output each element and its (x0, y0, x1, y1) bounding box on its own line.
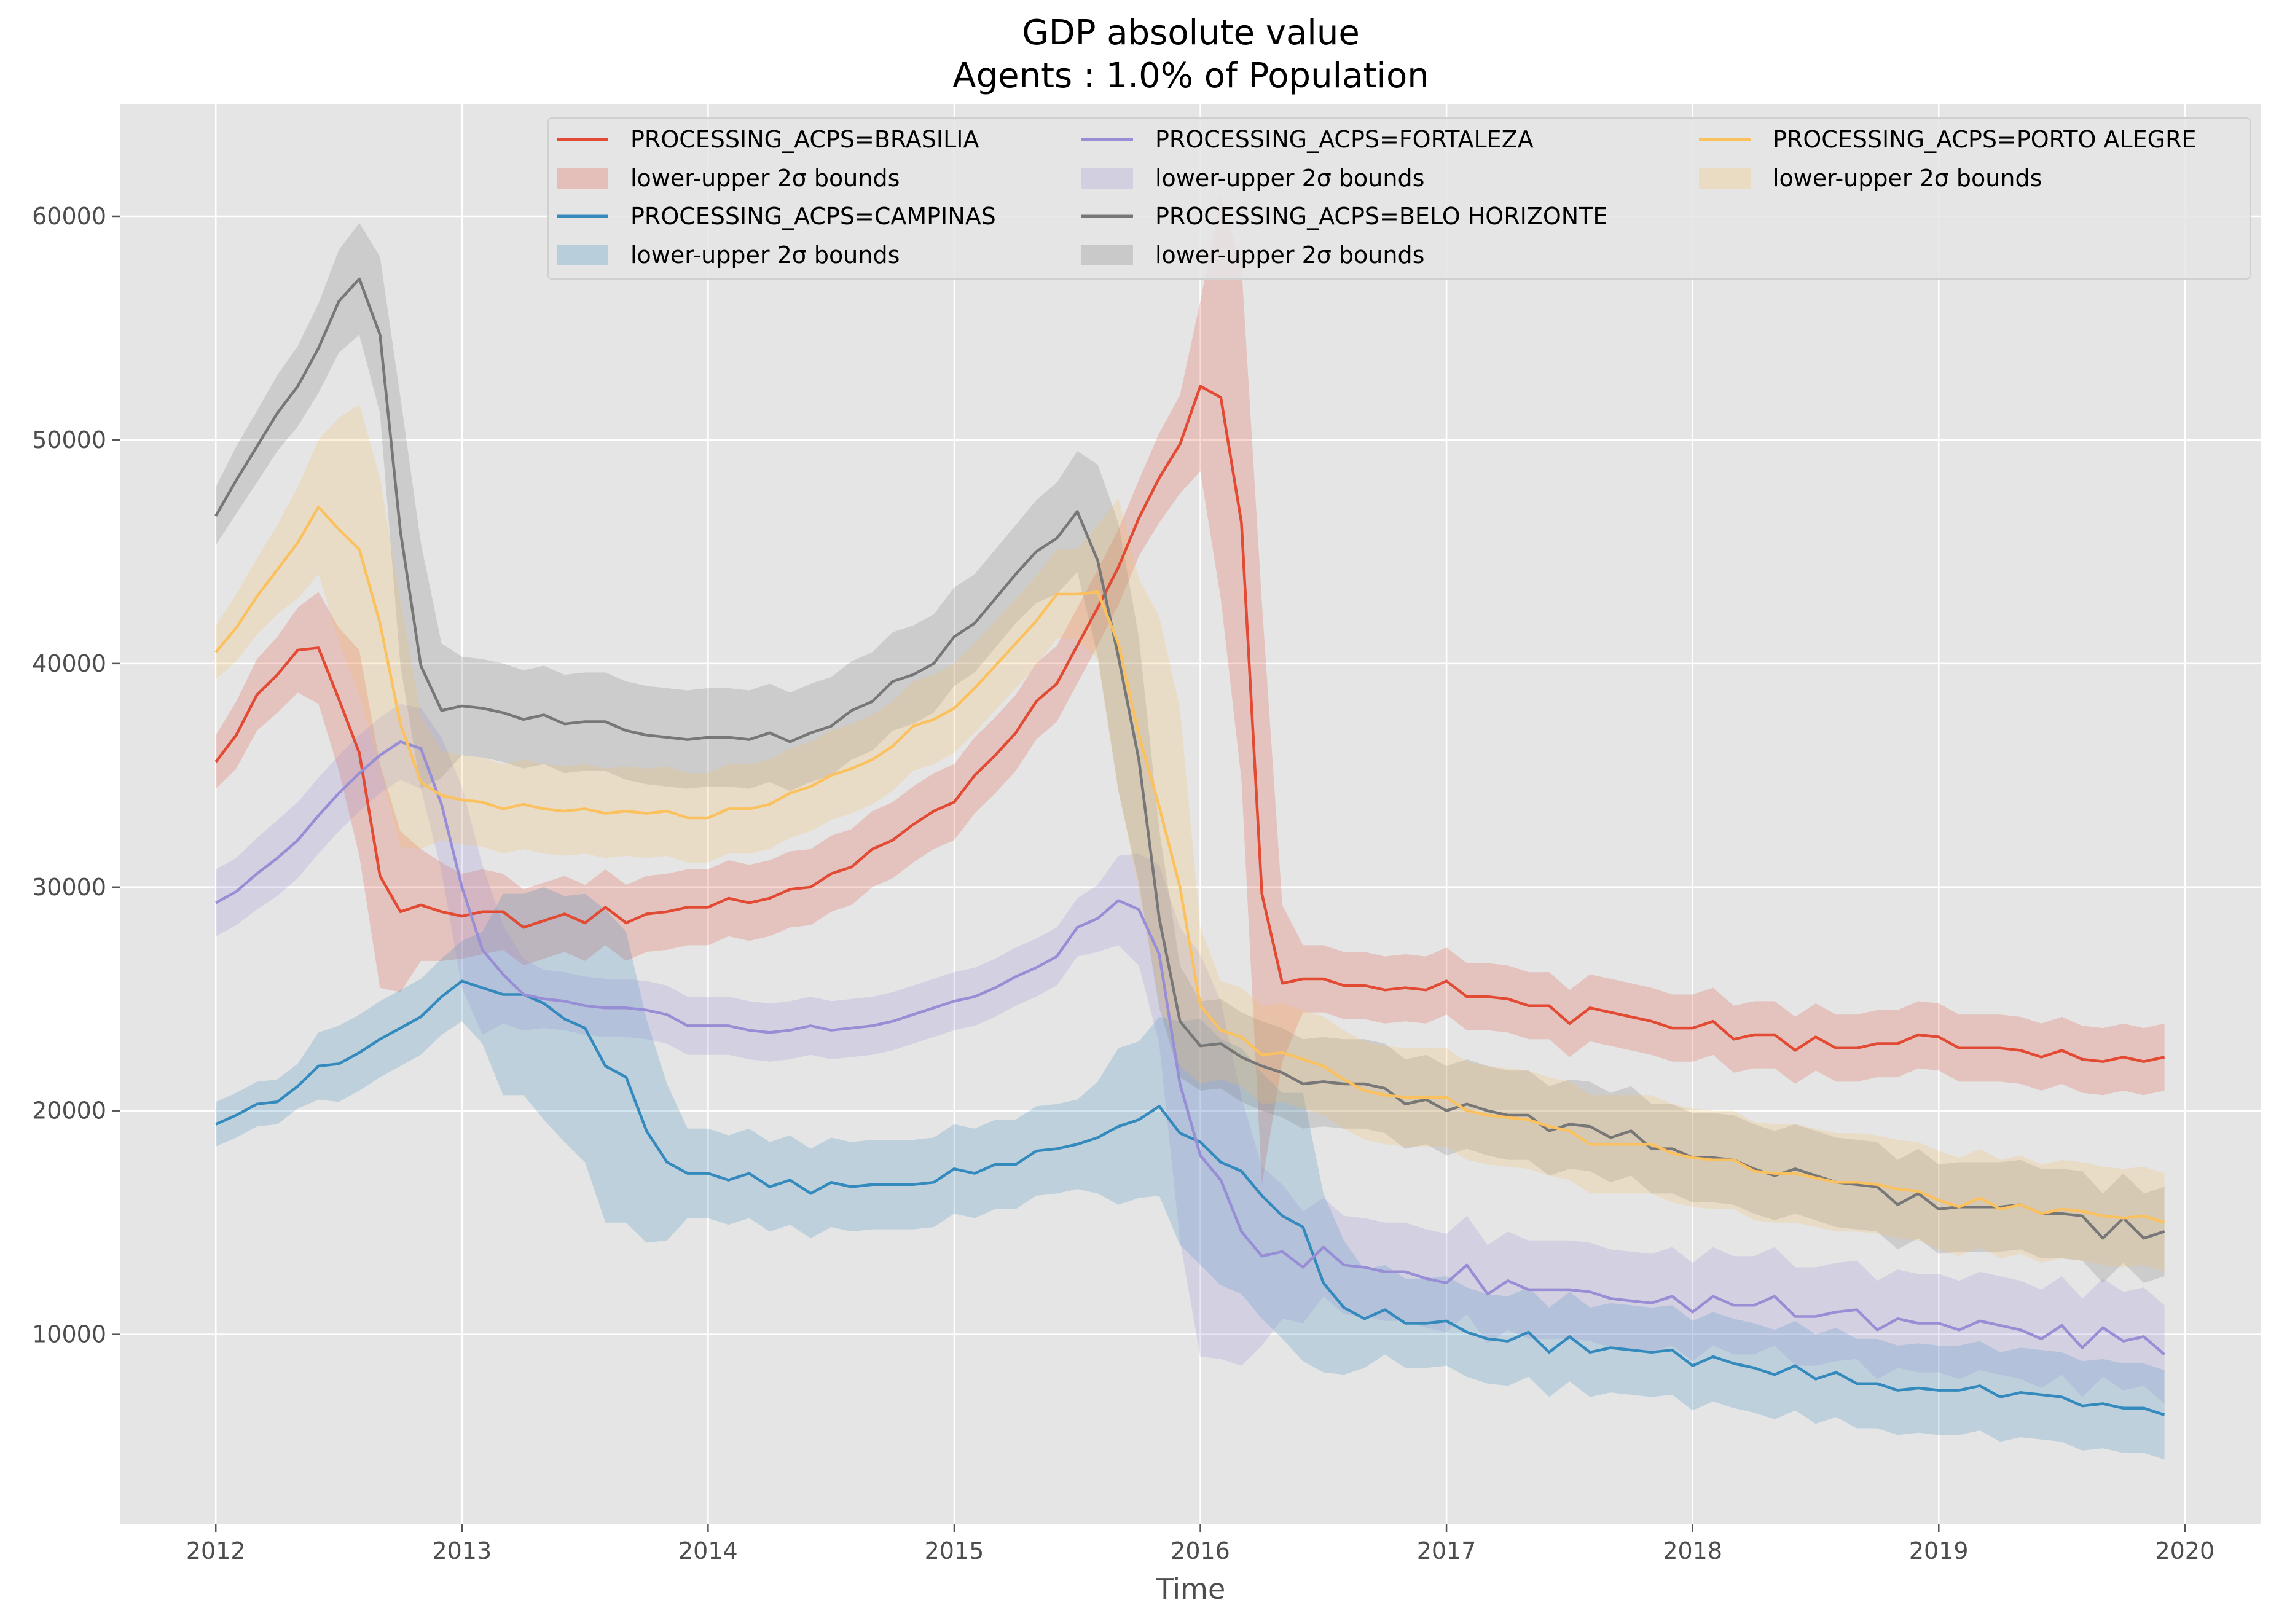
legend-label: PROCESSING_ACPS=BELO HORIZONTE (1155, 203, 1607, 230)
plot-area (120, 104, 2261, 1524)
legend-label: PROCESSING_ACPS=BRASILIA (630, 126, 979, 153)
series-line (214, 505, 2165, 1224)
confidence-band (216, 704, 2165, 1404)
confidence-band (216, 404, 2165, 1272)
legend-label: PROCESSING_ACPS=FORTALEZA (1155, 126, 1534, 153)
y-axis-ticks: 10000 20000 30000 40000 50000 60000 (32, 203, 120, 1348)
legend-band-swatch (557, 245, 608, 265)
x-axis-ticks: 2012 2013 2014 2015 2016 2017 2018 2019 2020 (186, 1524, 2214, 1564)
legend-band-swatch (1081, 168, 1133, 189)
legend-band-swatch (1699, 168, 1751, 189)
x-tick-label: 2017 (1417, 1537, 1477, 1564)
legend-label: PROCESSING_ACPS=CAMPINAS (630, 203, 996, 230)
legend-label: lower-upper 2σ bounds (630, 241, 900, 269)
legend-label: lower-upper 2σ bounds (1155, 165, 1424, 192)
grid-lines (120, 104, 2261, 1524)
legend-band-swatch (557, 168, 608, 189)
x-tick-label: 2020 (2155, 1537, 2214, 1564)
y-tick-label: 50000 (32, 426, 106, 453)
chart-subtitle: Agents : 1.0% of Population (952, 56, 1429, 96)
confidence-band (216, 222, 2165, 1283)
x-tick-label: 2018 (1663, 1537, 1722, 1564)
x-tick-label: 2016 (1171, 1537, 1230, 1564)
y-tick-label: 40000 (32, 650, 106, 677)
series-line (214, 385, 2165, 1063)
confidence-bands (216, 196, 2165, 1460)
legend-band-swatch (1081, 245, 1133, 265)
series-line (215, 979, 2165, 1416)
y-tick-label: 10000 (32, 1321, 106, 1348)
confidence-band (216, 196, 2165, 1185)
series-lines (214, 277, 2166, 1416)
x-tick-label: 2012 (186, 1537, 246, 1564)
y-tick-label: 20000 (32, 1097, 106, 1124)
legend-label: lower-upper 2σ bounds (1773, 165, 2042, 192)
x-axis-label: Time (1156, 1572, 1226, 1606)
series-line (215, 740, 2166, 1356)
legend-box (547, 117, 2251, 280)
confidence-band (216, 887, 2165, 1460)
x-tick-label: 2019 (1909, 1537, 1969, 1564)
x-tick-label: 2013 (432, 1537, 492, 1564)
y-tick-label: 30000 (32, 874, 106, 901)
x-tick-label: 2014 (678, 1537, 738, 1564)
legend-label: lower-upper 2σ bounds (1155, 241, 1424, 269)
y-tick-label: 60000 (32, 203, 106, 230)
x-tick-label: 2015 (925, 1537, 984, 1564)
legend-label: PROCESSING_ACPS=PORTO ALEGRE (1773, 126, 2197, 153)
legend: PROCESSING_ACPS=BRASILIA lower-upper 2σ b… (547, 117, 2251, 280)
legend-label: lower-upper 2σ bounds (630, 165, 900, 192)
chart-title: GDP absolute value (1022, 13, 1360, 53)
